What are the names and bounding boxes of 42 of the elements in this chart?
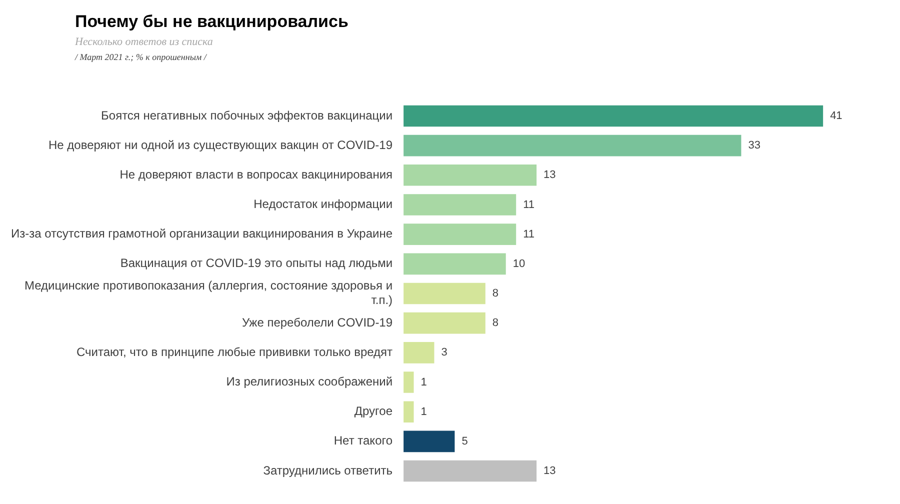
y-tick-label: Не доверяют ни одной из существующих вакцин от COVID-19 [48, 138, 393, 152]
y-tick-label: Из религиозных соображений [226, 374, 393, 389]
bar [404, 164, 537, 186]
y-tick-label: Другое [354, 404, 393, 418]
y-tick-label: Из-за отсутствия грамотной организации вакцинирования в Украине [10, 226, 393, 241]
text: / Март 2021 г.; % к опрошенным / [75, 52, 206, 62]
bar [404, 401, 414, 422]
y-tick-label: Вакцинация от COVID-19 это опыты над людьми [120, 256, 393, 270]
data-label: 11 [523, 198, 535, 211]
bar [404, 372, 414, 393]
y-tick-label: Недостаток информации [254, 197, 393, 212]
data-label: 13 [544, 465, 556, 478]
y-tick-label: Боятся негативных побочных эффектов вакцинации [101, 108, 393, 122]
bar [404, 282, 486, 304]
bar [404, 105, 824, 127]
y-tick-label: Уже переболели COVID-19 [242, 315, 393, 330]
text: Несколько ответов из списка [75, 36, 213, 48]
bar [404, 253, 506, 275]
y-tick-label: Медицинские противопоказания (аллергия, состояние здоровья и т.п.) [24, 278, 393, 308]
data-label: 8 [492, 288, 499, 300]
data-label: 8 [492, 317, 499, 330]
data-label: 5 [462, 435, 468, 448]
data-label: 41 [830, 110, 842, 122]
y-tick-label: Затруднились ответить [263, 463, 393, 478]
bar [404, 460, 537, 482]
data-label: 11 [523, 228, 535, 240]
data-label: 1 [420, 376, 427, 388]
data-label: 1 [420, 406, 427, 418]
data-label: 10 [512, 258, 526, 270]
data-label: 3 [441, 346, 448, 359]
data-label: 33 [748, 140, 760, 152]
y-tick-label: Считают, что в принципе любые прививки только вредят [76, 344, 394, 359]
data-label: 13 [544, 169, 556, 182]
y-tick-label: Нет такого [334, 434, 393, 448]
bar [404, 224, 516, 245]
bar [404, 312, 486, 334]
bar [404, 342, 434, 364]
bar [404, 194, 516, 216]
bar [404, 134, 742, 156]
bar [404, 430, 455, 452]
text: Почему бы не вакцинировались [75, 12, 348, 32]
y-tick-label: Не доверяют власти в вопросах вакцинирования [120, 167, 393, 182]
